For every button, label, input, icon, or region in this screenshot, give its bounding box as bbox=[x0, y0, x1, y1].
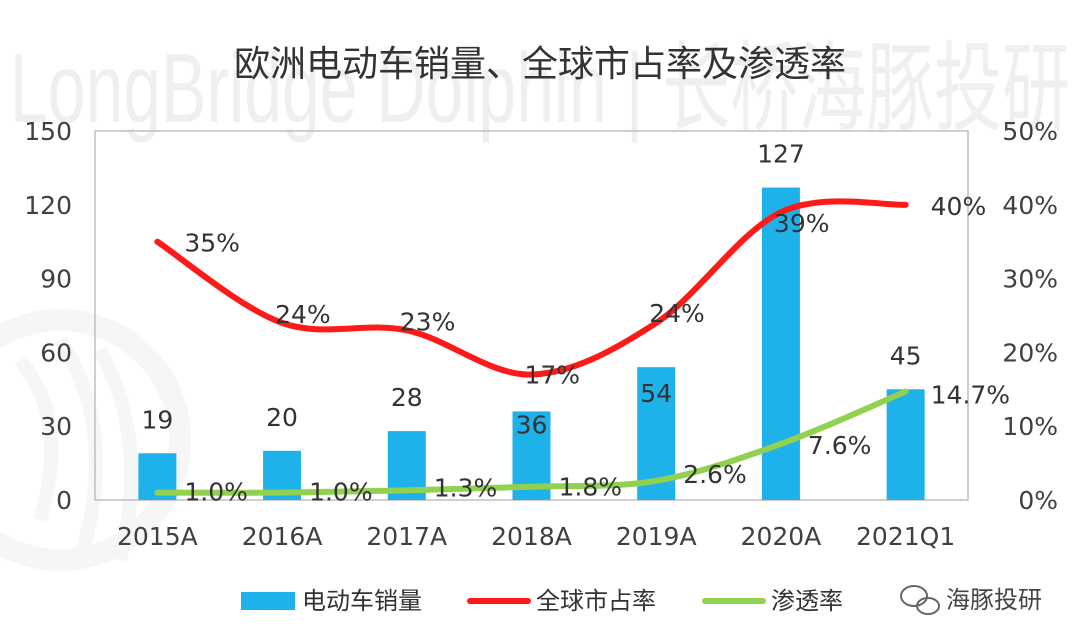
penetration-value-label: 1.0% bbox=[309, 478, 373, 507]
penetration-value-label: 2.6% bbox=[683, 460, 747, 489]
legend: 电动车销量 全球市占率 渗透率 bbox=[241, 587, 843, 615]
bar-value-label: 54 bbox=[640, 379, 672, 408]
share-value-label: 40% bbox=[931, 192, 987, 221]
right-axis-tick-label: 0% bbox=[1018, 486, 1058, 515]
right-axis-tick-label: 10% bbox=[1002, 412, 1058, 441]
bar-value-label: 20 bbox=[266, 403, 298, 432]
penetration-value-label: 1.3% bbox=[434, 473, 498, 502]
left-axis-tick-label: 150 bbox=[24, 117, 72, 146]
penetration-value-label: 1.8% bbox=[559, 473, 623, 502]
x-axis-tick-label: 2016A bbox=[242, 522, 323, 551]
wechat-icon bbox=[900, 585, 940, 615]
share-value-label: 39% bbox=[774, 209, 830, 238]
watermark: LongBridge Dolphin | 长桥海豚投研 bbox=[0, 33, 1070, 571]
watermark-text: LongBridge Dolphin | 长桥海豚投研 bbox=[10, 33, 1070, 143]
share-value-label: 23% bbox=[400, 307, 456, 336]
right-axis-tick-label: 30% bbox=[1002, 265, 1058, 294]
left-axis-tick-label: 90 bbox=[40, 265, 72, 294]
left-axis-tick-label: 60 bbox=[40, 338, 72, 367]
x-axis-tick-label: 2015A bbox=[117, 522, 198, 551]
legend-label-sales: 电动车销量 bbox=[302, 587, 422, 615]
right-axis: 0% 10% 20% 30% 40% 50% bbox=[1002, 117, 1058, 515]
bar-value-label: 36 bbox=[516, 410, 548, 439]
bar bbox=[886, 389, 925, 500]
legend-label-penetration: 渗透率 bbox=[771, 587, 843, 615]
source-mark: 海豚投研 bbox=[900, 585, 1042, 615]
share-value-label: 24% bbox=[275, 300, 331, 329]
bar-value-label: 28 bbox=[391, 383, 423, 412]
bar-value-label: 127 bbox=[757, 140, 805, 169]
right-axis-tick-label: 20% bbox=[1002, 338, 1058, 367]
x-axis: 2015A 2016A 2017A 2018A 2019A 2020A 2021Q1 bbox=[117, 522, 955, 551]
x-axis-tick-label: 2018A bbox=[491, 522, 572, 551]
data-labels: 19 20 28 36 54 127 45 35% 24% 23% 17% 24% 39% 40% 1.0%… bbox=[141, 140, 1010, 507]
left-axis-tick-label: 120 bbox=[24, 191, 72, 220]
share-value-label: 24% bbox=[649, 299, 705, 328]
bar-value-label: 45 bbox=[890, 341, 922, 370]
x-axis-tick-label: 2021Q1 bbox=[856, 522, 955, 551]
x-axis-tick-label: 2020A bbox=[741, 522, 822, 551]
share-value-label: 35% bbox=[184, 229, 240, 258]
share-line bbox=[154, 198, 909, 378]
penetration-value-label: 7.6% bbox=[808, 431, 872, 460]
x-axis-tick-label: 2019A bbox=[616, 522, 697, 551]
x-axis-tick-label: 2017A bbox=[366, 522, 447, 551]
right-axis-tick-label: 40% bbox=[1002, 191, 1058, 220]
left-axis: 0 30 60 90 120 150 bbox=[24, 117, 72, 515]
penetration-line bbox=[154, 388, 909, 496]
right-axis-tick-label: 50% bbox=[1002, 117, 1058, 146]
left-axis-tick-label: 30 bbox=[40, 412, 72, 441]
bar-value-label: 19 bbox=[141, 405, 173, 434]
penetration-value-label: 14.7% bbox=[931, 381, 1010, 410]
line-series bbox=[154, 198, 909, 496]
legend-bar-swatch bbox=[241, 592, 295, 610]
left-axis-tick-label: 0 bbox=[56, 486, 72, 515]
chart-title: 欧洲电动车销量、全球市占率及渗透率 bbox=[234, 44, 846, 85]
source-label: 海豚投研 bbox=[946, 586, 1042, 614]
penetration-value-label: 1.0% bbox=[184, 478, 248, 507]
legend-label-share: 全球市占率 bbox=[536, 587, 656, 615]
share-value-label: 17% bbox=[525, 361, 581, 390]
